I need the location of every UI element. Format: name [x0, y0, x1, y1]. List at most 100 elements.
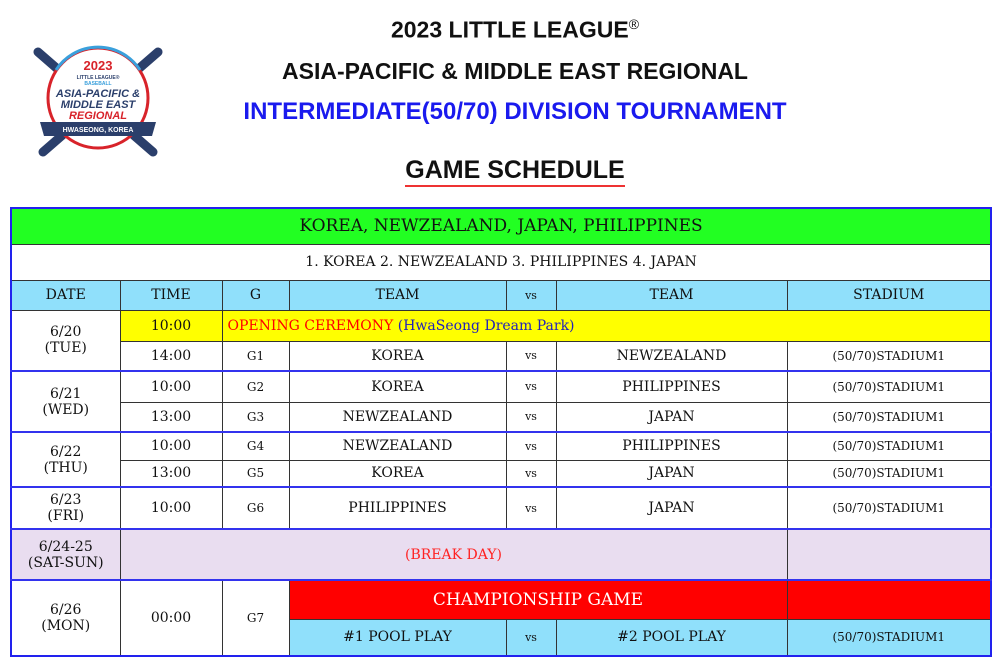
title-line-1: 2023 LITTLE LEAGUE®: [0, 16, 998, 44]
svg-text:ASIA-PACIFIC &: ASIA-PACIFIC &: [55, 88, 140, 100]
col-team-away: TEAM: [555, 279, 788, 311]
date: 6/26: [50, 602, 82, 618]
col-time: TIME: [119, 279, 223, 311]
opening-time: 10:00: [119, 309, 223, 342]
date-cell: 6/20 (TUE): [10, 309, 121, 372]
title-line-2: ASIA-PACIFIC & MIDDLE EAST REGIONAL: [282, 58, 748, 84]
stadium-empty: [786, 579, 992, 620]
vs: vs: [505, 431, 557, 461]
col-vs: vs: [505, 279, 557, 311]
team-away: PHILIPPINES: [555, 431, 788, 461]
date: 6/24-25: [38, 538, 93, 555]
table-row: 6/20 (TUE) 10:00 OPENING CEREMONY (HwaSeo…: [10, 309, 992, 372]
stadium: (50/70)STADIUM1: [786, 370, 992, 403]
tournament-logo: 2023 LITTLE LEAGUE® BASEBALL ASIA-PACIFI…: [33, 45, 163, 157]
division-title: INTERMEDIATE(50/70) DIVISION TOURNAMENT: [243, 98, 787, 125]
team-home: PHILIPPINES: [288, 486, 507, 530]
stadium-empty: [786, 528, 992, 581]
vs: vs: [505, 340, 557, 372]
game-number: G6: [221, 486, 290, 530]
team-home: KOREA: [288, 459, 507, 488]
vs: vs: [505, 486, 557, 530]
day-of-week: (FRI): [47, 508, 85, 524]
date-cell: 6/21 (WED): [10, 370, 121, 433]
game-number: G7: [221, 579, 290, 657]
col-team-home: TEAM: [288, 279, 507, 311]
opening-ceremony: OPENING CEREMONY (HwaSeong Dream Park): [221, 309, 992, 342]
team-home: KOREA: [288, 370, 507, 403]
stadium: (50/70)STADIUM1: [786, 618, 992, 657]
break-row: 6/24-25 (SAT-SUN) (BREAK DAY): [10, 528, 992, 581]
date: 6/22: [50, 443, 82, 460]
team-home: NEWZEALAND: [288, 401, 507, 433]
vs: vs: [505, 618, 557, 657]
team-away: JAPAN: [555, 401, 788, 433]
table-row: 6/21 (WED) 10:00 G2 KOREA vs PHILIPPINES (50/7…: [10, 370, 992, 433]
day-of-week: (TUE): [44, 340, 87, 357]
team-away: NEWZEALAND: [555, 340, 788, 372]
game-number: G2: [221, 370, 290, 403]
break-day: (BREAK DAY): [119, 528, 788, 581]
day-of-week: (THU): [43, 459, 88, 476]
day-of-week: (MON): [41, 618, 91, 634]
team-away: JAPAN: [555, 486, 788, 530]
team-away: #2 POOL PLAY: [555, 618, 788, 657]
table-row: #1 POOL PLAY vs #2 POOL PLAY (50/70)STADIUM…: [11, 618, 992, 657]
game-number: G5: [221, 459, 290, 488]
team-home: KOREA: [288, 340, 507, 372]
col-game: G: [221, 279, 290, 311]
svg-text:2023: 2023: [84, 58, 113, 73]
table-row: 6/26 (MON) 00:00 G7 CHAMPIONSHIP GAME: [10, 579, 992, 657]
team-away: PHILIPPINES: [555, 370, 788, 403]
day-of-week: (WED): [42, 401, 90, 418]
stadium: (50/70)STADIUM1: [786, 340, 992, 372]
svg-text:BASEBALL: BASEBALL: [84, 81, 111, 87]
title-text: 2023 LITTLE LEAGUE: [390, 16, 629, 43]
vs: vs: [505, 401, 557, 433]
time: 14:00: [119, 340, 223, 372]
game-number: G3: [221, 401, 290, 433]
time: 13:00: [119, 401, 223, 433]
date-cell: 6/23 (FRI): [10, 486, 121, 530]
stadium: (50/70)STADIUM1: [786, 401, 992, 433]
vs: vs: [505, 459, 557, 488]
time: 13:00: [119, 459, 223, 488]
stadium: (50/70)STADIUM1: [786, 459, 992, 488]
opening-venue: (HwaSeong Dream Park): [397, 317, 575, 334]
date-cell: 6/22 (THU): [10, 431, 121, 488]
date-cell: 6/24-25 (SAT-SUN): [10, 528, 121, 581]
date: 6/21: [50, 385, 82, 402]
date-cell: 6/26 (MON): [10, 579, 121, 657]
table-row: 13:00 G3 NEWZEALAND vs JAPAN (50/70)STADIUM1: [11, 401, 992, 433]
svg-text:MIDDLE EAST: MIDDLE EAST: [61, 99, 137, 111]
championship-banner: CHAMPIONSHIP GAME: [288, 579, 788, 620]
day-of-week: (SAT-SUN): [27, 554, 104, 571]
svg-text:REGIONAL: REGIONAL: [69, 110, 127, 122]
table-row: 14:00 G1 KOREA vs NEWZEALAND (50/70)STADIUM1: [11, 340, 992, 372]
header-row: DATE TIME G TEAM vs TEAM STADIUM: [10, 279, 992, 311]
table-row: 6/23 (FRI) 10:00 G6 PHILIPPINES vs JAPAN (50/7…: [10, 486, 992, 530]
team-home: #1 POOL PLAY: [288, 618, 507, 657]
stadium: (50/70)STADIUM1: [786, 431, 992, 461]
time: 00:00: [119, 579, 223, 657]
svg-text:LITTLE LEAGUE®: LITTLE LEAGUE®: [77, 74, 120, 81]
team-away: JAPAN: [555, 459, 788, 488]
time: 10:00: [119, 370, 223, 403]
opening-label: OPENING CEREMONY: [227, 317, 394, 334]
date: 6/23: [50, 492, 82, 508]
stadium: (50/70)STADIUM1: [786, 486, 992, 530]
pool-seeding: 1. KOREA 2. NEWZEALAND 3. PHILIPPINES 4.…: [10, 243, 992, 281]
registered-mark: ®: [628, 16, 640, 32]
schedule-title: GAME SCHEDULE: [0, 156, 998, 187]
col-date: DATE: [10, 279, 121, 311]
game-number: G4: [221, 431, 290, 461]
team-home: NEWZEALAND: [288, 431, 507, 461]
svg-text:HWASEONG, KOREA: HWASEONG, KOREA: [63, 127, 134, 134]
game-number: G1: [221, 340, 290, 372]
pool-teams-bar: KOREA, NEWZEALAND, JAPAN, PHILIPPINES: [10, 207, 992, 245]
vs: vs: [505, 370, 557, 403]
date: 6/20: [50, 324, 82, 341]
col-stadium: STADIUM: [786, 279, 992, 311]
table-row: 6/22 (THU) 10:00 G4 NEWZEALAND vs PHILIPPINES…: [10, 431, 992, 488]
table-row: 13:00 G5 KOREA vs JAPAN (50/70)STADIUM1: [11, 459, 992, 488]
